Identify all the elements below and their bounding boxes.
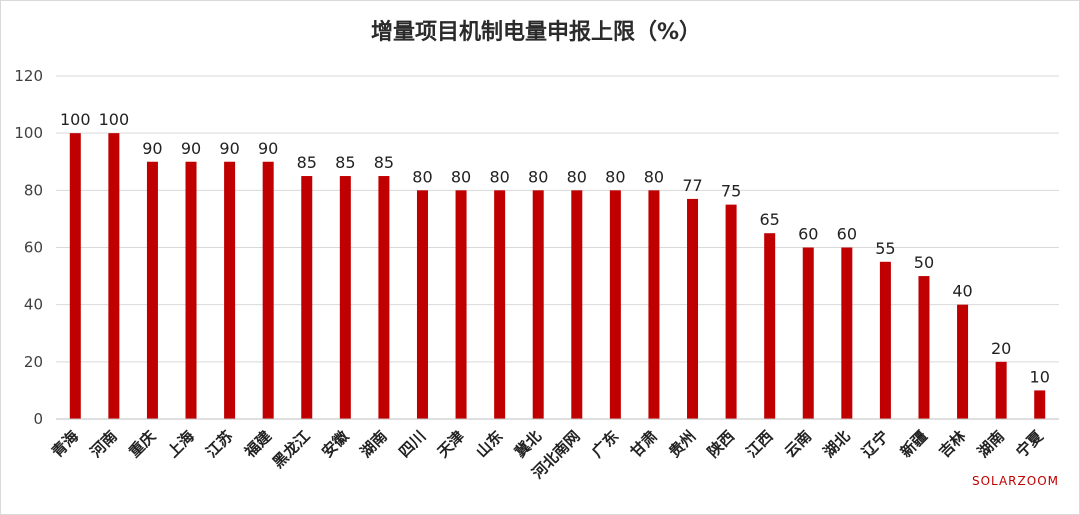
x-tick-label: 湖南 — [357, 427, 391, 461]
data-label: 50 — [914, 253, 934, 272]
bar — [224, 161, 236, 419]
bar — [841, 247, 853, 419]
x-tick-label: 湖南 — [974, 427, 1008, 461]
bar — [416, 190, 428, 419]
bar — [995, 361, 1007, 419]
x-tick-label: 宁夏 — [1013, 426, 1048, 461]
x-tick-label: 四川 — [395, 427, 429, 461]
data-label: 100 — [99, 110, 130, 129]
y-axis: 0 20 40 60 80 100 120 — [14, 67, 43, 428]
x-tick-label: 上海 — [164, 427, 198, 461]
bar — [1034, 390, 1046, 419]
x-tick-label: 广东 — [588, 427, 622, 461]
bar — [494, 190, 506, 419]
x-tick-label: 天津 — [434, 427, 468, 461]
data-label: 85 — [374, 153, 394, 172]
data-label: 90 — [219, 139, 239, 158]
brand-watermark: SOLARZOOM — [972, 474, 1059, 488]
bar — [879, 261, 891, 419]
data-label: 20 — [991, 339, 1011, 358]
data-labels: 100 100 90 90 90 90 85 85 85 80 80 80 80 80 80 80 77 75 65… — [60, 110, 1050, 386]
x-tick-label: 冀北 — [511, 427, 545, 461]
x-tick-label: 黑龙江 — [269, 427, 314, 472]
data-label: 100 — [60, 110, 91, 129]
data-label: 10 — [1030, 367, 1050, 386]
x-axis: 青海 河南 重庆 上海 江苏 福建黑龙江 安徽 湖南 四川 天津 山东 冀北河北南网 广东 甘肃 贵州 陕西江… — [48, 426, 1047, 482]
data-label: 65 — [759, 210, 779, 229]
data-label: 80 — [605, 167, 625, 186]
x-tick-label: 青海 — [48, 427, 82, 461]
data-label: 80 — [489, 167, 509, 186]
bar — [339, 176, 351, 419]
x-tick-label: 甘肃 — [627, 427, 661, 461]
data-label: 85 — [335, 153, 355, 172]
bar — [571, 190, 583, 419]
y-tick-label: 40 — [24, 296, 43, 314]
bar — [69, 133, 81, 419]
bar — [108, 133, 120, 419]
data-label: 77 — [682, 176, 702, 195]
data-label: 90 — [142, 139, 162, 158]
bar — [609, 190, 621, 419]
bar — [532, 190, 544, 419]
x-tick-label: 重庆 — [125, 427, 159, 461]
bar — [687, 198, 699, 419]
data-label: 90 — [181, 139, 201, 158]
data-label: 80 — [451, 167, 471, 186]
y-tick-label: 120 — [14, 67, 43, 85]
bar — [648, 190, 660, 419]
y-tick-label: 0 — [33, 410, 43, 428]
gridlines — [56, 75, 1059, 363]
data-label: 60 — [837, 225, 857, 244]
x-tick-label: 辽宁 — [858, 427, 892, 461]
y-tick-label: 20 — [24, 353, 43, 371]
x-tick-label: 新疆 — [897, 427, 931, 461]
data-label: 75 — [721, 182, 741, 201]
data-label: 60 — [798, 225, 818, 244]
y-tick-label: 100 — [14, 124, 43, 142]
chart-title: 增量项目机制电量申报上限（%） — [371, 19, 701, 45]
bar — [146, 161, 158, 419]
bar — [185, 161, 197, 419]
data-label: 80 — [412, 167, 432, 186]
y-tick-label: 60 — [24, 239, 43, 257]
bar — [378, 176, 390, 419]
data-label: 80 — [528, 167, 548, 186]
bar — [802, 247, 814, 419]
bar — [725, 204, 737, 419]
data-label: 90 — [258, 139, 278, 158]
bar — [262, 161, 274, 419]
y-tick-label: 80 — [24, 181, 43, 199]
bar — [455, 190, 467, 419]
x-tick-label: 吉林 — [935, 426, 970, 461]
x-tick-label: 江苏 — [202, 427, 236, 461]
x-tick-label: 云南 — [781, 427, 815, 461]
bar — [301, 176, 313, 419]
data-label: 55 — [875, 239, 895, 258]
x-tick-label: 湖北 — [820, 427, 854, 461]
data-label: 85 — [297, 153, 317, 172]
data-label: 40 — [952, 282, 972, 301]
x-tick-label: 山东 — [473, 427, 507, 461]
x-tick-label: 贵州 — [665, 427, 699, 461]
bar — [764, 233, 776, 419]
bars — [69, 133, 1046, 419]
x-tick-label: 江西 — [743, 427, 777, 461]
data-label: 80 — [644, 167, 664, 186]
x-tick-label: 河南 — [87, 427, 121, 461]
x-tick-label: 安徽 — [318, 426, 353, 461]
x-tick-label: 陕西 — [704, 427, 738, 461]
data-label: 80 — [567, 167, 587, 186]
bar — [918, 276, 930, 419]
bar — [957, 304, 969, 419]
